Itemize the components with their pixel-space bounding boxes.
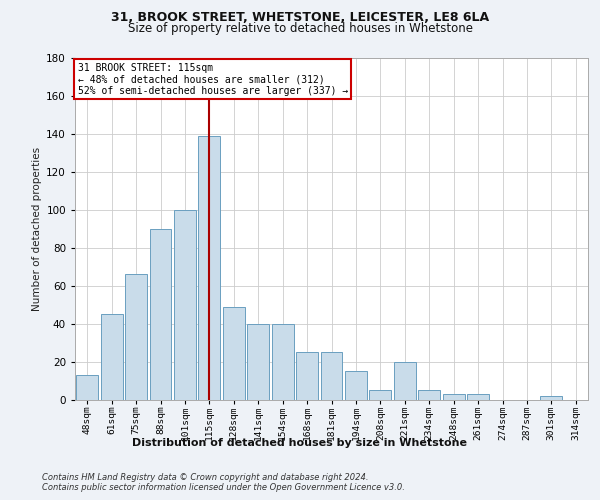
Bar bbox=[101, 314, 122, 400]
Bar bbox=[443, 394, 464, 400]
Text: Contains public sector information licensed under the Open Government Licence v3: Contains public sector information licen… bbox=[42, 484, 405, 492]
Bar bbox=[223, 307, 245, 400]
Bar bbox=[272, 324, 293, 400]
Bar bbox=[541, 396, 562, 400]
Bar bbox=[370, 390, 391, 400]
Bar bbox=[247, 324, 269, 400]
Text: Contains HM Land Registry data © Crown copyright and database right 2024.: Contains HM Land Registry data © Crown c… bbox=[42, 472, 368, 482]
Text: 31, BROOK STREET, WHETSTONE, LEICESTER, LE8 6LA: 31, BROOK STREET, WHETSTONE, LEICESTER, … bbox=[111, 11, 489, 24]
Bar bbox=[199, 136, 220, 400]
Bar bbox=[467, 394, 489, 400]
Text: Size of property relative to detached houses in Whetstone: Size of property relative to detached ho… bbox=[128, 22, 473, 35]
Bar bbox=[418, 390, 440, 400]
Bar bbox=[76, 376, 98, 400]
Bar bbox=[174, 210, 196, 400]
Bar bbox=[345, 372, 367, 400]
Bar bbox=[149, 229, 172, 400]
Bar bbox=[320, 352, 343, 400]
Bar bbox=[296, 352, 318, 400]
Y-axis label: Number of detached properties: Number of detached properties bbox=[32, 146, 42, 311]
Bar bbox=[125, 274, 147, 400]
Bar bbox=[394, 362, 416, 400]
Text: 31 BROOK STREET: 115sqm
← 48% of detached houses are smaller (312)
52% of semi-d: 31 BROOK STREET: 115sqm ← 48% of detache… bbox=[77, 62, 348, 96]
Text: Distribution of detached houses by size in Whetstone: Distribution of detached houses by size … bbox=[133, 438, 467, 448]
